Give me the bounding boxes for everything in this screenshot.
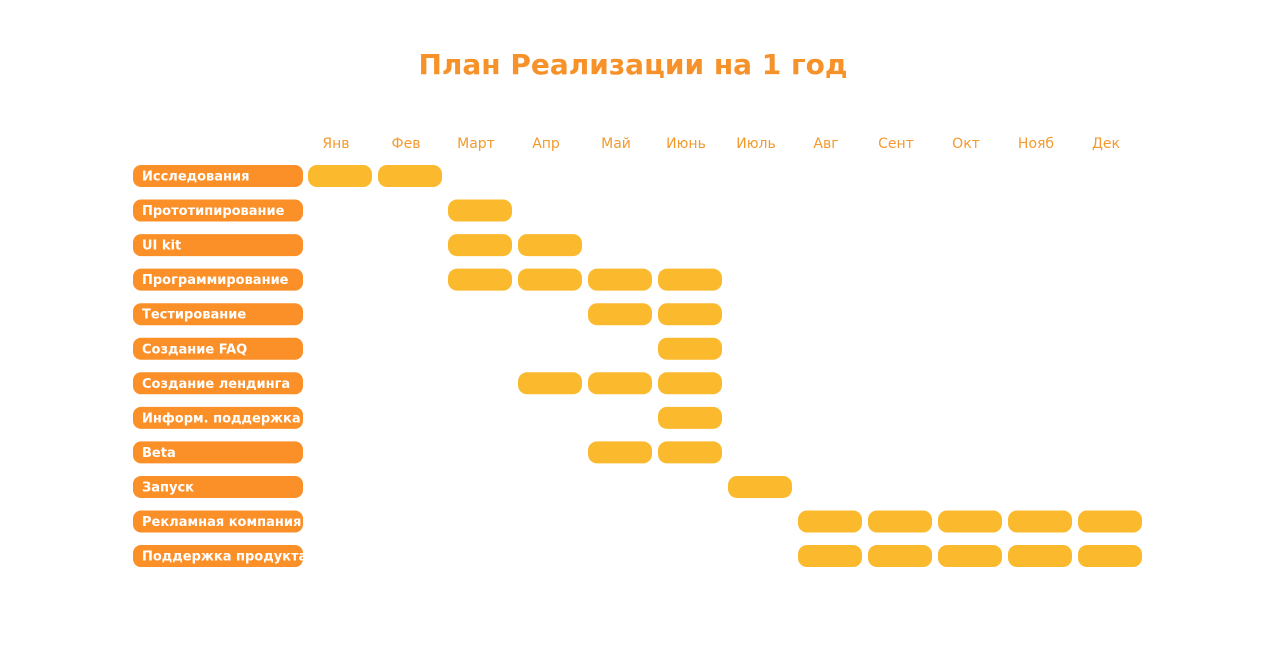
gantt-bar bbox=[448, 199, 512, 222]
month-label: Март bbox=[457, 136, 495, 152]
task-label-bg bbox=[133, 475, 303, 498]
task-label: Создание FAQ bbox=[142, 342, 247, 357]
task-label-bg bbox=[133, 510, 303, 533]
gantt-bar bbox=[658, 441, 722, 464]
chart-title: План Реализации на 1 год bbox=[418, 48, 847, 81]
month-label: Нояб bbox=[1018, 136, 1054, 152]
gantt-bar bbox=[658, 337, 722, 360]
task-label-bg bbox=[133, 234, 303, 257]
gantt-bar bbox=[798, 510, 862, 533]
task-label: Информ. поддержка bbox=[142, 411, 301, 426]
month-label: Дек bbox=[1092, 136, 1120, 152]
gantt-bar bbox=[938, 510, 1002, 533]
gantt-bar bbox=[518, 268, 582, 291]
task-label-bg bbox=[133, 268, 303, 291]
task-label-bg bbox=[133, 372, 303, 395]
task-label: Тестирование bbox=[142, 308, 246, 323]
gantt-bar bbox=[1078, 545, 1142, 568]
task-label: UI kit bbox=[142, 239, 181, 254]
gantt-bar bbox=[588, 441, 652, 464]
gantt-bar bbox=[1008, 510, 1072, 533]
task-label: Программирование bbox=[142, 273, 289, 288]
task-label-bg bbox=[133, 199, 303, 222]
month-label: Авг bbox=[813, 136, 838, 152]
gantt-bar bbox=[728, 475, 792, 498]
month-label: Июль bbox=[736, 136, 775, 152]
task-label: Рекламная компания bbox=[142, 515, 301, 530]
month-label: Окт bbox=[952, 136, 980, 152]
gantt-bar bbox=[518, 372, 582, 395]
task-label: Прототипирование bbox=[142, 204, 285, 219]
task-label-bg bbox=[133, 441, 303, 464]
task-label-bg bbox=[133, 545, 303, 568]
gantt-bar bbox=[938, 545, 1002, 568]
gantt-bar bbox=[448, 234, 512, 257]
task-label-bg bbox=[133, 165, 303, 187]
gantt-bar bbox=[868, 510, 932, 533]
month-label: Май bbox=[601, 136, 631, 152]
month-label: Апр bbox=[532, 136, 560, 152]
task-label: Beta bbox=[142, 446, 176, 461]
task-label: Исследования bbox=[142, 170, 250, 185]
gantt-bar bbox=[588, 268, 652, 291]
gantt-bar bbox=[1008, 545, 1072, 568]
gantt-bar bbox=[518, 234, 582, 257]
gantt-bar bbox=[378, 165, 442, 187]
gantt-bar bbox=[588, 303, 652, 326]
gantt-bar bbox=[1078, 510, 1142, 533]
gantt-bar bbox=[588, 372, 652, 395]
month-label: Июнь bbox=[666, 136, 706, 152]
month-label: Фев bbox=[392, 136, 421, 152]
gantt-bar bbox=[308, 165, 372, 187]
gantt-bar bbox=[448, 268, 512, 291]
gantt-bar bbox=[868, 545, 932, 568]
task-label: Создание лендинга bbox=[142, 377, 290, 392]
task-label: Запуск bbox=[142, 480, 194, 495]
gantt-bar bbox=[658, 372, 722, 395]
month-label: Сент bbox=[878, 136, 914, 152]
gantt-bar bbox=[658, 303, 722, 326]
month-label: Янв bbox=[322, 136, 349, 152]
task-label-bg bbox=[133, 337, 303, 360]
gantt-bar bbox=[658, 268, 722, 291]
gantt-bar bbox=[798, 545, 862, 568]
gantt-bar bbox=[658, 406, 722, 429]
task-label-bg bbox=[133, 303, 303, 326]
task-label-bg bbox=[133, 406, 303, 429]
task-label: Поддержка продукта bbox=[142, 550, 307, 565]
